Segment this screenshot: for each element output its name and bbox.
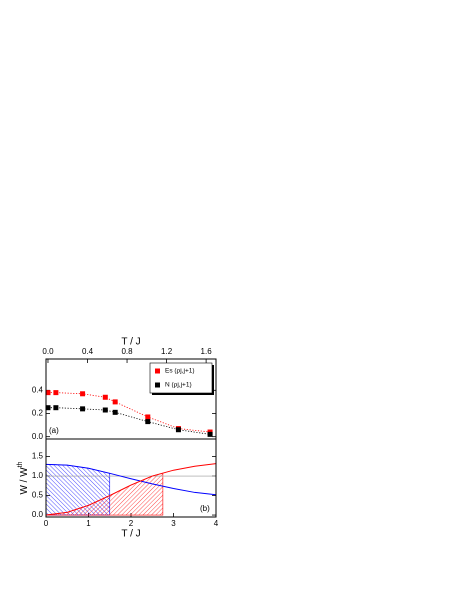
panel-label: (b) [200, 504, 210, 513]
point [145, 419, 151, 425]
legend-label: N (ρj,j+1) [165, 382, 192, 389]
point [80, 391, 86, 397]
point [102, 407, 108, 413]
x-tick-label: 4 [214, 519, 219, 528]
x-tick-label: 1.6 [201, 347, 213, 356]
legend-label: Es (ρj,j+1) [165, 368, 195, 375]
y-tick-label: 1.0 [32, 471, 44, 480]
point [53, 405, 59, 411]
point [207, 431, 213, 437]
x-tick-label: 0.0 [42, 347, 54, 356]
legend [149, 362, 213, 394]
point [175, 427, 181, 433]
y-tick-label: 0.2 [32, 409, 44, 418]
x-axis-label: T / J [121, 529, 140, 540]
x-tick-label: 1 [86, 519, 91, 528]
point [53, 390, 59, 396]
panel-label: (a) [49, 426, 59, 435]
x-tick-label: 2 [129, 519, 134, 528]
legend-marker [155, 368, 160, 374]
fit-line [47, 392, 211, 433]
x-tick-label: 0 [44, 519, 49, 528]
point [145, 414, 151, 420]
fit-line [47, 407, 211, 435]
y-tick-label: 0.4 [32, 385, 44, 394]
x-tick-label: 0.8 [121, 347, 133, 356]
x-tick-label: 3 [171, 519, 176, 528]
curve [45, 463, 217, 496]
plot-frame [45, 438, 217, 518]
point [112, 409, 118, 415]
point [80, 406, 86, 412]
point [102, 394, 108, 400]
point [45, 390, 51, 396]
y-tick-label: 0.0 [32, 432, 44, 441]
curve [45, 463, 217, 516]
y-tick-label: 0.5 [32, 491, 44, 500]
y-tick-label: 0.0 [32, 510, 44, 519]
x-axis-label: T / J [121, 337, 140, 348]
legend-marker [155, 382, 160, 388]
y-tick-label: 1.5 [32, 452, 44, 461]
x-tick-label: 1.2 [161, 347, 173, 356]
point [112, 399, 118, 405]
x-tick-label: 0.4 [82, 347, 94, 356]
y-axis-label: W / Wth [17, 461, 30, 494]
point [45, 405, 51, 411]
